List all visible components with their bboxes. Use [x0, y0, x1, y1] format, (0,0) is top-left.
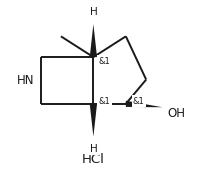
- Text: &1: &1: [132, 97, 144, 106]
- Text: H: H: [89, 7, 97, 17]
- Text: H: H: [89, 144, 97, 154]
- Text: OH: OH: [167, 107, 185, 120]
- Text: &1: &1: [98, 57, 110, 66]
- Polygon shape: [89, 104, 97, 137]
- Text: HN: HN: [17, 74, 34, 87]
- Polygon shape: [125, 101, 162, 107]
- Polygon shape: [89, 24, 97, 57]
- Text: &1: &1: [98, 97, 110, 106]
- Text: HCl: HCl: [82, 153, 104, 166]
